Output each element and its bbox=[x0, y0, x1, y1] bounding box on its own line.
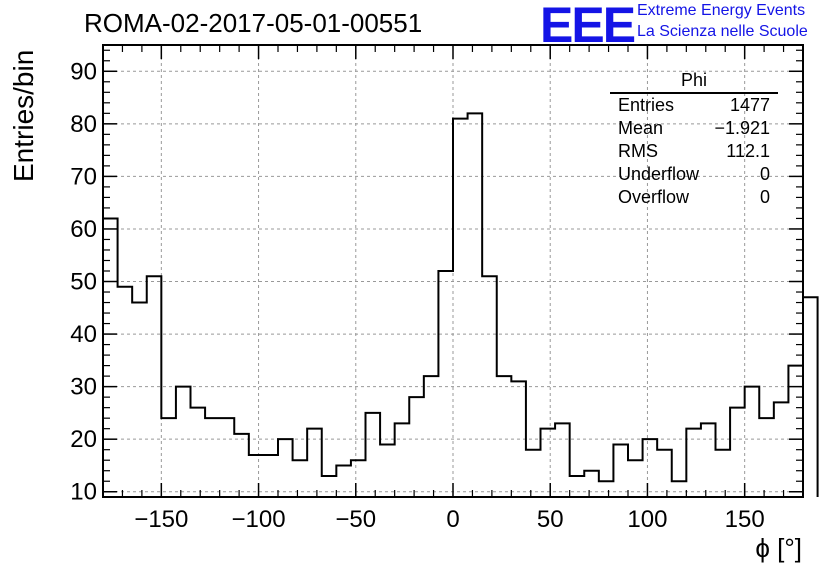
histogram-bin bbox=[366, 413, 381, 497]
histogram-bin bbox=[555, 423, 570, 497]
histogram-bin bbox=[511, 381, 526, 497]
histogram-bin bbox=[745, 387, 760, 497]
y-tick-label: 60 bbox=[70, 216, 97, 243]
histogram-bin bbox=[716, 450, 731, 497]
org-name-line1: Extreme Energy Events bbox=[637, 2, 806, 19]
histogram-bin bbox=[205, 418, 220, 497]
stats-row-overflow: Overflow 0 bbox=[610, 186, 778, 209]
histogram-bin bbox=[118, 287, 133, 497]
y-tick-label: 20 bbox=[70, 426, 97, 453]
histogram-bin bbox=[132, 303, 147, 497]
histogram-bin bbox=[526, 450, 541, 497]
histogram-bin bbox=[643, 439, 658, 497]
histogram-bin bbox=[336, 465, 351, 497]
histogram-bin bbox=[628, 460, 643, 497]
org-name-line2: La Scienza nelle Scuole bbox=[637, 23, 808, 40]
histogram-bin bbox=[395, 423, 410, 497]
histogram-bin bbox=[409, 397, 424, 497]
x-tick-label: 100 bbox=[627, 506, 667, 533]
histogram-bin bbox=[599, 481, 614, 497]
stats-label: Entries bbox=[618, 95, 675, 115]
histogram-bin bbox=[147, 276, 162, 497]
y-tick-label: 50 bbox=[70, 269, 97, 296]
stats-row-rms: RMS 112.1 bbox=[610, 140, 778, 163]
histogram-bin bbox=[482, 276, 497, 497]
x-tick-label: −150 bbox=[134, 506, 188, 533]
eee-logo: EEE bbox=[540, 0, 636, 53]
stats-label: RMS bbox=[618, 141, 658, 161]
stats-row-entries: Entries 1477 bbox=[610, 94, 778, 117]
stats-label: Mean bbox=[618, 118, 664, 138]
histogram-bin bbox=[570, 476, 585, 497]
histogram-bin bbox=[497, 376, 512, 497]
histogram-bin bbox=[774, 402, 789, 497]
stats-value: 1477 bbox=[729, 95, 770, 115]
histogram-bin bbox=[788, 366, 803, 497]
histogram-bin bbox=[293, 460, 308, 497]
y-tick-label: 90 bbox=[70, 58, 97, 85]
x-tick-label: 50 bbox=[537, 506, 564, 533]
histogram-bin bbox=[380, 444, 395, 497]
stats-value: −1.921 bbox=[714, 118, 770, 138]
histogram-bin bbox=[584, 471, 599, 497]
stats-value: 112.1 bbox=[726, 141, 770, 161]
stats-box: Phi Entries 1477 Mean −1.921 RMS 112.1 U… bbox=[610, 70, 778, 209]
x-tick-label: −50 bbox=[335, 506, 376, 533]
histogram-bin bbox=[191, 408, 206, 497]
histogram-bin bbox=[803, 297, 818, 497]
y-tick-label: 80 bbox=[70, 111, 97, 138]
histogram-bin bbox=[424, 376, 439, 497]
histogram-bin bbox=[759, 418, 774, 497]
histogram-bin bbox=[730, 408, 745, 497]
histogram-series bbox=[103, 112, 819, 497]
page-title: ROMA-02-2017-05-01-00551 bbox=[84, 8, 423, 38]
histogram-bin bbox=[613, 444, 628, 497]
stats-row-underflow: Underflow 0 bbox=[610, 163, 778, 186]
histogram-bin bbox=[234, 434, 249, 497]
stats-value: 0 bbox=[759, 187, 770, 207]
histogram-bin bbox=[686, 429, 701, 497]
x-axis-label: ϕ [°] bbox=[755, 533, 802, 563]
histogram-bin bbox=[278, 439, 293, 497]
histogram-bin bbox=[263, 455, 278, 497]
y-tick-label: 10 bbox=[70, 479, 97, 506]
x-tick-label: 150 bbox=[725, 506, 765, 533]
x-tick-label: 0 bbox=[446, 506, 459, 533]
y-axis-label: Entries/bin bbox=[8, 49, 39, 182]
stats-label: Underflow bbox=[618, 164, 700, 184]
y-tick-label: 40 bbox=[70, 321, 97, 348]
histogram-bin bbox=[249, 455, 264, 497]
histogram-bin bbox=[307, 429, 322, 497]
y-tick-label: 70 bbox=[70, 163, 97, 190]
histogram-bin bbox=[220, 418, 235, 497]
histogram-bin bbox=[176, 387, 191, 497]
histogram-bin bbox=[161, 418, 176, 497]
histogram-bin bbox=[438, 271, 453, 497]
histogram-bin bbox=[351, 460, 366, 497]
histogram-bin bbox=[453, 119, 468, 497]
stats-label: Overflow bbox=[618, 187, 690, 207]
histogram-bin bbox=[657, 450, 672, 497]
histogram-bin bbox=[468, 113, 483, 497]
histogram-bin bbox=[701, 423, 716, 497]
histogram-bin bbox=[672, 481, 687, 497]
stats-row-mean: Mean −1.921 bbox=[610, 117, 778, 140]
x-tick-label: −100 bbox=[232, 506, 286, 533]
histogram-bin bbox=[322, 476, 337, 497]
histogram-bin bbox=[541, 429, 556, 497]
stats-value: 0 bbox=[759, 164, 770, 184]
stats-title: Phi bbox=[610, 70, 778, 94]
y-tick-label: 30 bbox=[70, 374, 97, 401]
